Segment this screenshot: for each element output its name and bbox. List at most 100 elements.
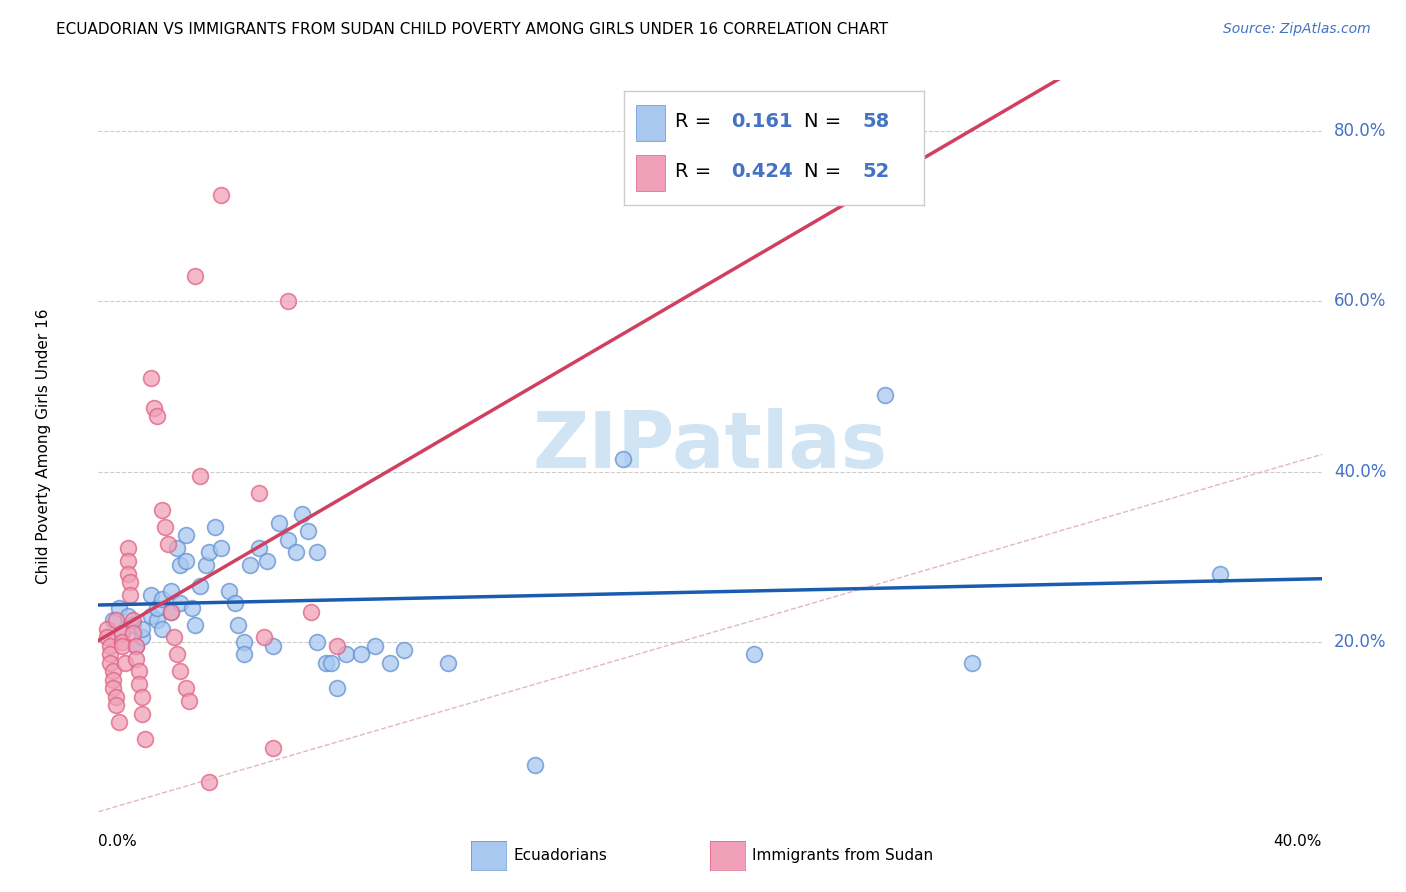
Text: 0.424: 0.424 bbox=[731, 161, 793, 181]
Point bbox=[117, 609, 139, 624]
Point bbox=[326, 639, 349, 653]
Point bbox=[122, 617, 145, 632]
Point bbox=[218, 583, 240, 598]
Point bbox=[169, 596, 191, 610]
Point bbox=[239, 558, 262, 572]
Text: ECUADORIAN VS IMMIGRANTS FROM SUDAN CHILD POVERTY AMONG GIRLS UNDER 16 CORRELATI: ECUADORIAN VS IMMIGRANTS FROM SUDAN CHIL… bbox=[56, 22, 889, 37]
Point bbox=[267, 516, 290, 530]
Point bbox=[277, 533, 299, 547]
Point bbox=[122, 626, 145, 640]
Point bbox=[125, 639, 148, 653]
Point bbox=[742, 648, 765, 662]
Point bbox=[163, 631, 186, 645]
Point bbox=[98, 648, 121, 662]
Point bbox=[122, 613, 145, 627]
Text: Immigrants from Sudan: Immigrants from Sudan bbox=[752, 848, 934, 863]
FancyBboxPatch shape bbox=[637, 154, 665, 191]
Point bbox=[96, 631, 118, 645]
Point bbox=[326, 681, 349, 696]
Point bbox=[262, 740, 284, 755]
Point bbox=[139, 609, 162, 624]
Point bbox=[104, 690, 127, 704]
Point bbox=[188, 579, 212, 593]
Point bbox=[101, 665, 124, 679]
Point bbox=[160, 605, 183, 619]
Point bbox=[131, 622, 153, 636]
Text: ZIPatlas: ZIPatlas bbox=[533, 408, 887, 484]
Text: 0.0%: 0.0% bbox=[98, 834, 138, 848]
Point bbox=[285, 545, 308, 559]
Point bbox=[152, 592, 174, 607]
Point bbox=[277, 294, 299, 309]
Point bbox=[174, 681, 197, 696]
Text: Ecuadorians: Ecuadorians bbox=[513, 848, 607, 863]
Point bbox=[160, 605, 183, 619]
Point bbox=[131, 706, 153, 721]
FancyBboxPatch shape bbox=[637, 105, 665, 141]
Point bbox=[152, 622, 174, 636]
Point bbox=[226, 617, 249, 632]
Point bbox=[101, 613, 124, 627]
Point bbox=[253, 631, 276, 645]
Point bbox=[291, 507, 314, 521]
Point bbox=[335, 648, 357, 662]
Point bbox=[960, 656, 983, 670]
Point bbox=[195, 558, 218, 572]
Point bbox=[224, 596, 246, 610]
Point bbox=[378, 656, 401, 670]
Point bbox=[166, 541, 188, 555]
Point bbox=[177, 694, 200, 708]
Point bbox=[111, 639, 134, 653]
Point bbox=[98, 639, 121, 653]
Point bbox=[364, 639, 387, 653]
Point bbox=[209, 541, 232, 555]
Point bbox=[155, 520, 177, 534]
Text: N =: N = bbox=[804, 112, 848, 131]
Point bbox=[139, 371, 162, 385]
Point bbox=[160, 583, 183, 598]
Text: Child Poverty Among Girls Under 16: Child Poverty Among Girls Under 16 bbox=[37, 309, 51, 583]
Point bbox=[174, 528, 197, 542]
Point bbox=[145, 613, 167, 627]
Point bbox=[204, 520, 226, 534]
Point bbox=[873, 388, 896, 402]
Point bbox=[125, 651, 148, 665]
Point bbox=[305, 634, 328, 648]
Point bbox=[233, 648, 256, 662]
Point bbox=[183, 617, 205, 632]
Text: 60.0%: 60.0% bbox=[1334, 293, 1386, 310]
Point bbox=[145, 409, 167, 424]
Point bbox=[299, 605, 322, 619]
Point bbox=[120, 588, 142, 602]
Point bbox=[111, 626, 134, 640]
Point bbox=[117, 566, 139, 581]
Text: N =: N = bbox=[804, 161, 848, 181]
Point bbox=[169, 665, 191, 679]
Point bbox=[209, 188, 232, 202]
Text: Source: ZipAtlas.com: Source: ZipAtlas.com bbox=[1223, 22, 1371, 37]
Point bbox=[256, 554, 278, 568]
Text: 58: 58 bbox=[863, 112, 890, 131]
Point bbox=[166, 648, 188, 662]
Point bbox=[120, 575, 142, 590]
Point bbox=[437, 656, 460, 670]
Point bbox=[1208, 566, 1232, 581]
Point bbox=[157, 537, 180, 551]
Point bbox=[297, 524, 319, 538]
Text: 40.0%: 40.0% bbox=[1274, 834, 1322, 848]
Point bbox=[174, 554, 197, 568]
Text: 52: 52 bbox=[863, 161, 890, 181]
Point bbox=[117, 541, 139, 555]
Point bbox=[198, 545, 221, 559]
Point bbox=[142, 401, 165, 415]
Point bbox=[305, 545, 328, 559]
Point bbox=[111, 626, 134, 640]
Point bbox=[262, 639, 284, 653]
Text: R =: R = bbox=[675, 161, 718, 181]
Point bbox=[98, 656, 121, 670]
Point bbox=[101, 673, 124, 687]
Point bbox=[524, 758, 547, 772]
Text: R =: R = bbox=[675, 112, 718, 131]
Point bbox=[108, 715, 131, 730]
Point bbox=[111, 634, 134, 648]
